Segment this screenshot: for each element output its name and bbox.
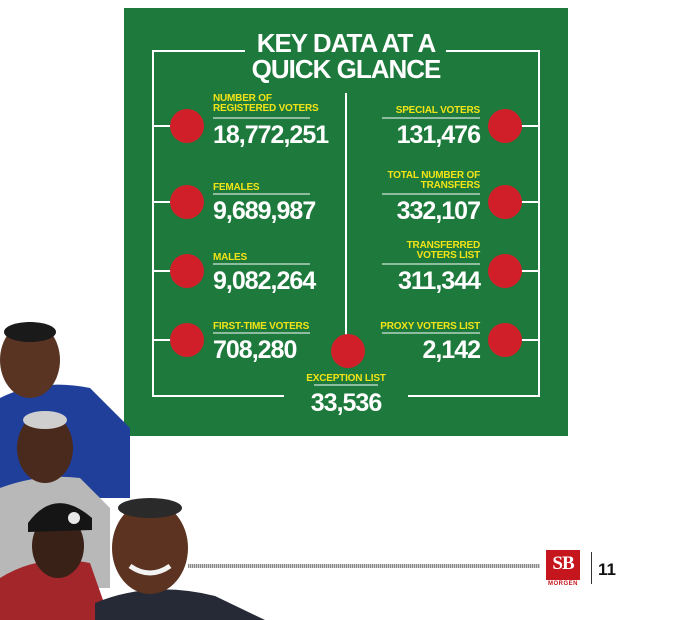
stat-value: 2,142 <box>422 336 481 364</box>
portrait-4 <box>95 498 265 620</box>
stat-label: TOTAL NUMBER OF TRANSFERS <box>387 170 480 191</box>
stat-value: 33,536 <box>310 389 382 417</box>
stat-dot <box>170 185 204 219</box>
footer-separator <box>591 552 592 584</box>
stat-dot <box>488 323 522 357</box>
publisher-logo: SB <box>546 550 580 580</box>
infographic-title: KEY DATA AT A QUICK GLANCE <box>124 30 568 82</box>
stat-value: 311,344 <box>398 267 481 295</box>
stat-dot <box>170 254 204 288</box>
stat-value: 9,082,264 <box>213 267 316 295</box>
page-number: 11 <box>598 560 616 579</box>
politicians-photo-collage <box>0 322 265 620</box>
stat-dot <box>488 185 522 219</box>
stat-label: FIRST-TIME VOTERS <box>213 321 310 332</box>
stat-dot <box>488 254 522 288</box>
stat-dot <box>331 334 365 368</box>
stat-label: SPECIAL VOTERS <box>395 105 480 116</box>
stat-value: 332,107 <box>396 197 481 225</box>
key-data-panel: KEY DATA AT A QUICK GLANCE NUMBER OF REG… <box>124 8 568 436</box>
stat-label: FEMALES <box>213 182 260 193</box>
title-line-2: QUICK GLANCE <box>251 54 442 84</box>
stat-label: TRANSFERRED VOTERS LIST <box>406 240 481 261</box>
stat-label: MALES <box>213 252 248 263</box>
portrait-3 <box>0 503 110 620</box>
stat-value: 18,772,251 <box>213 121 329 149</box>
stat-value: 131,476 <box>396 121 481 149</box>
stat-dot <box>170 323 204 357</box>
stat-label: PROXY VOTERS LIST <box>380 321 480 332</box>
stat-label: EXCEPTION LIST <box>306 373 386 384</box>
field-diagram-lines <box>152 50 540 397</box>
stat-dot <box>170 109 204 143</box>
title-line-1: KEY DATA AT A <box>256 28 437 58</box>
stat-value: 708,280 <box>213 336 297 364</box>
stat-value: 9,689,987 <box>213 197 316 225</box>
stat-label: NUMBER OF REGISTERED VOTERS <box>213 93 319 114</box>
portrait-2 <box>0 411 110 588</box>
publisher-logo-subtext: MORGEN <box>548 581 578 587</box>
footer-rule <box>188 564 540 568</box>
stat-dot <box>488 109 522 143</box>
